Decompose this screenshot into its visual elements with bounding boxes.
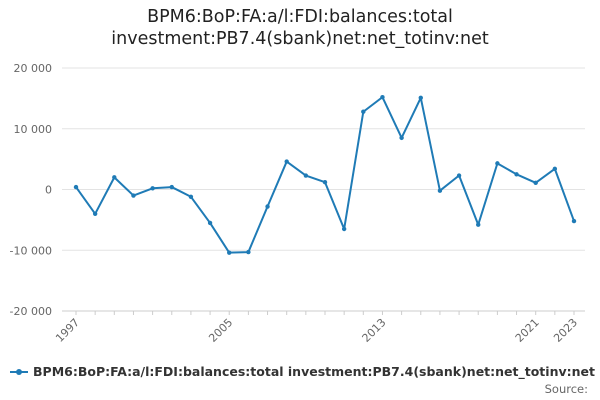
data-point[interactable]: [437, 188, 443, 193]
data-point[interactable]: [284, 159, 289, 164]
data-point[interactable]: [399, 135, 404, 141]
data-point[interactable]: [227, 250, 232, 255]
source-label: Source:: [544, 382, 588, 396]
data-point[interactable]: [418, 95, 423, 100]
x-tick-label: 2021: [513, 316, 542, 345]
grid-lines: [62, 67, 585, 312]
data-point[interactable]: [495, 161, 500, 166]
data-point[interactable]: [322, 180, 328, 185]
data-point[interactable]: [265, 204, 270, 209]
data-point[interactable]: [552, 166, 558, 172]
line-chart: 20 000 10 000 0 -10 000 -20 000 1997 2005 2013…: [10, 62, 585, 345]
data-point[interactable]: [246, 249, 251, 255]
x-tick-label: 2005: [206, 316, 235, 345]
data-point[interactable]: [92, 211, 98, 216]
data-point[interactable]: [533, 180, 538, 186]
y-tick-label: -20 000: [10, 305, 52, 318]
legend[interactable]: BPM6:BoP:FA:a/l:FDI:balances:total inves…: [10, 364, 595, 379]
x-tick-label: 2023: [551, 316, 580, 345]
chart-title-line-1: BPM6:BoP:FA:a/l:FDI:balances:total: [147, 7, 453, 27]
series-line: [75, 96, 575, 254]
y-tick-label: 0: [45, 184, 52, 197]
data-point[interactable]: [361, 109, 366, 114]
data-point[interactable]: [571, 218, 577, 224]
data-point[interactable]: [476, 222, 481, 227]
data-point[interactable]: [380, 94, 385, 100]
data-point[interactable]: [303, 173, 309, 178]
data-point[interactable]: [207, 220, 213, 226]
x-tick-label: 2013: [360, 316, 389, 345]
y-tick-label: 10 000: [14, 123, 53, 136]
legend-label: BPM6:BoP:FA:a/l:FDI:balances:total inves…: [33, 364, 595, 379]
data-point[interactable]: [131, 193, 136, 198]
data-point[interactable]: [456, 173, 462, 178]
data-point[interactable]: [112, 175, 117, 180]
data-point[interactable]: [150, 186, 155, 191]
chart-title: BPM6:BoP:FA:a/l:FDI:balances:total inves…: [0, 6, 600, 50]
y-axis-ticks: 20 000 10 000 0 -10 000 -20 000: [10, 62, 52, 318]
x-tick-label: 1997: [53, 316, 82, 345]
y-tick-label: 20 000: [14, 62, 53, 75]
data-point[interactable]: [514, 172, 519, 177]
data-point[interactable]: [341, 226, 347, 232]
legend-swatch: [10, 367, 28, 377]
x-axis: 1997 2005 2013 2021 2023: [53, 310, 585, 345]
chart-title-line-2: investment:PB7.4(sbank)net:net_totinv:ne…: [111, 29, 489, 49]
data-point[interactable]: [73, 184, 79, 190]
data-point[interactable]: [188, 194, 194, 199]
y-tick-label: -10 000: [10, 244, 52, 257]
data-point[interactable]: [169, 184, 174, 190]
series-group: [73, 94, 577, 255]
